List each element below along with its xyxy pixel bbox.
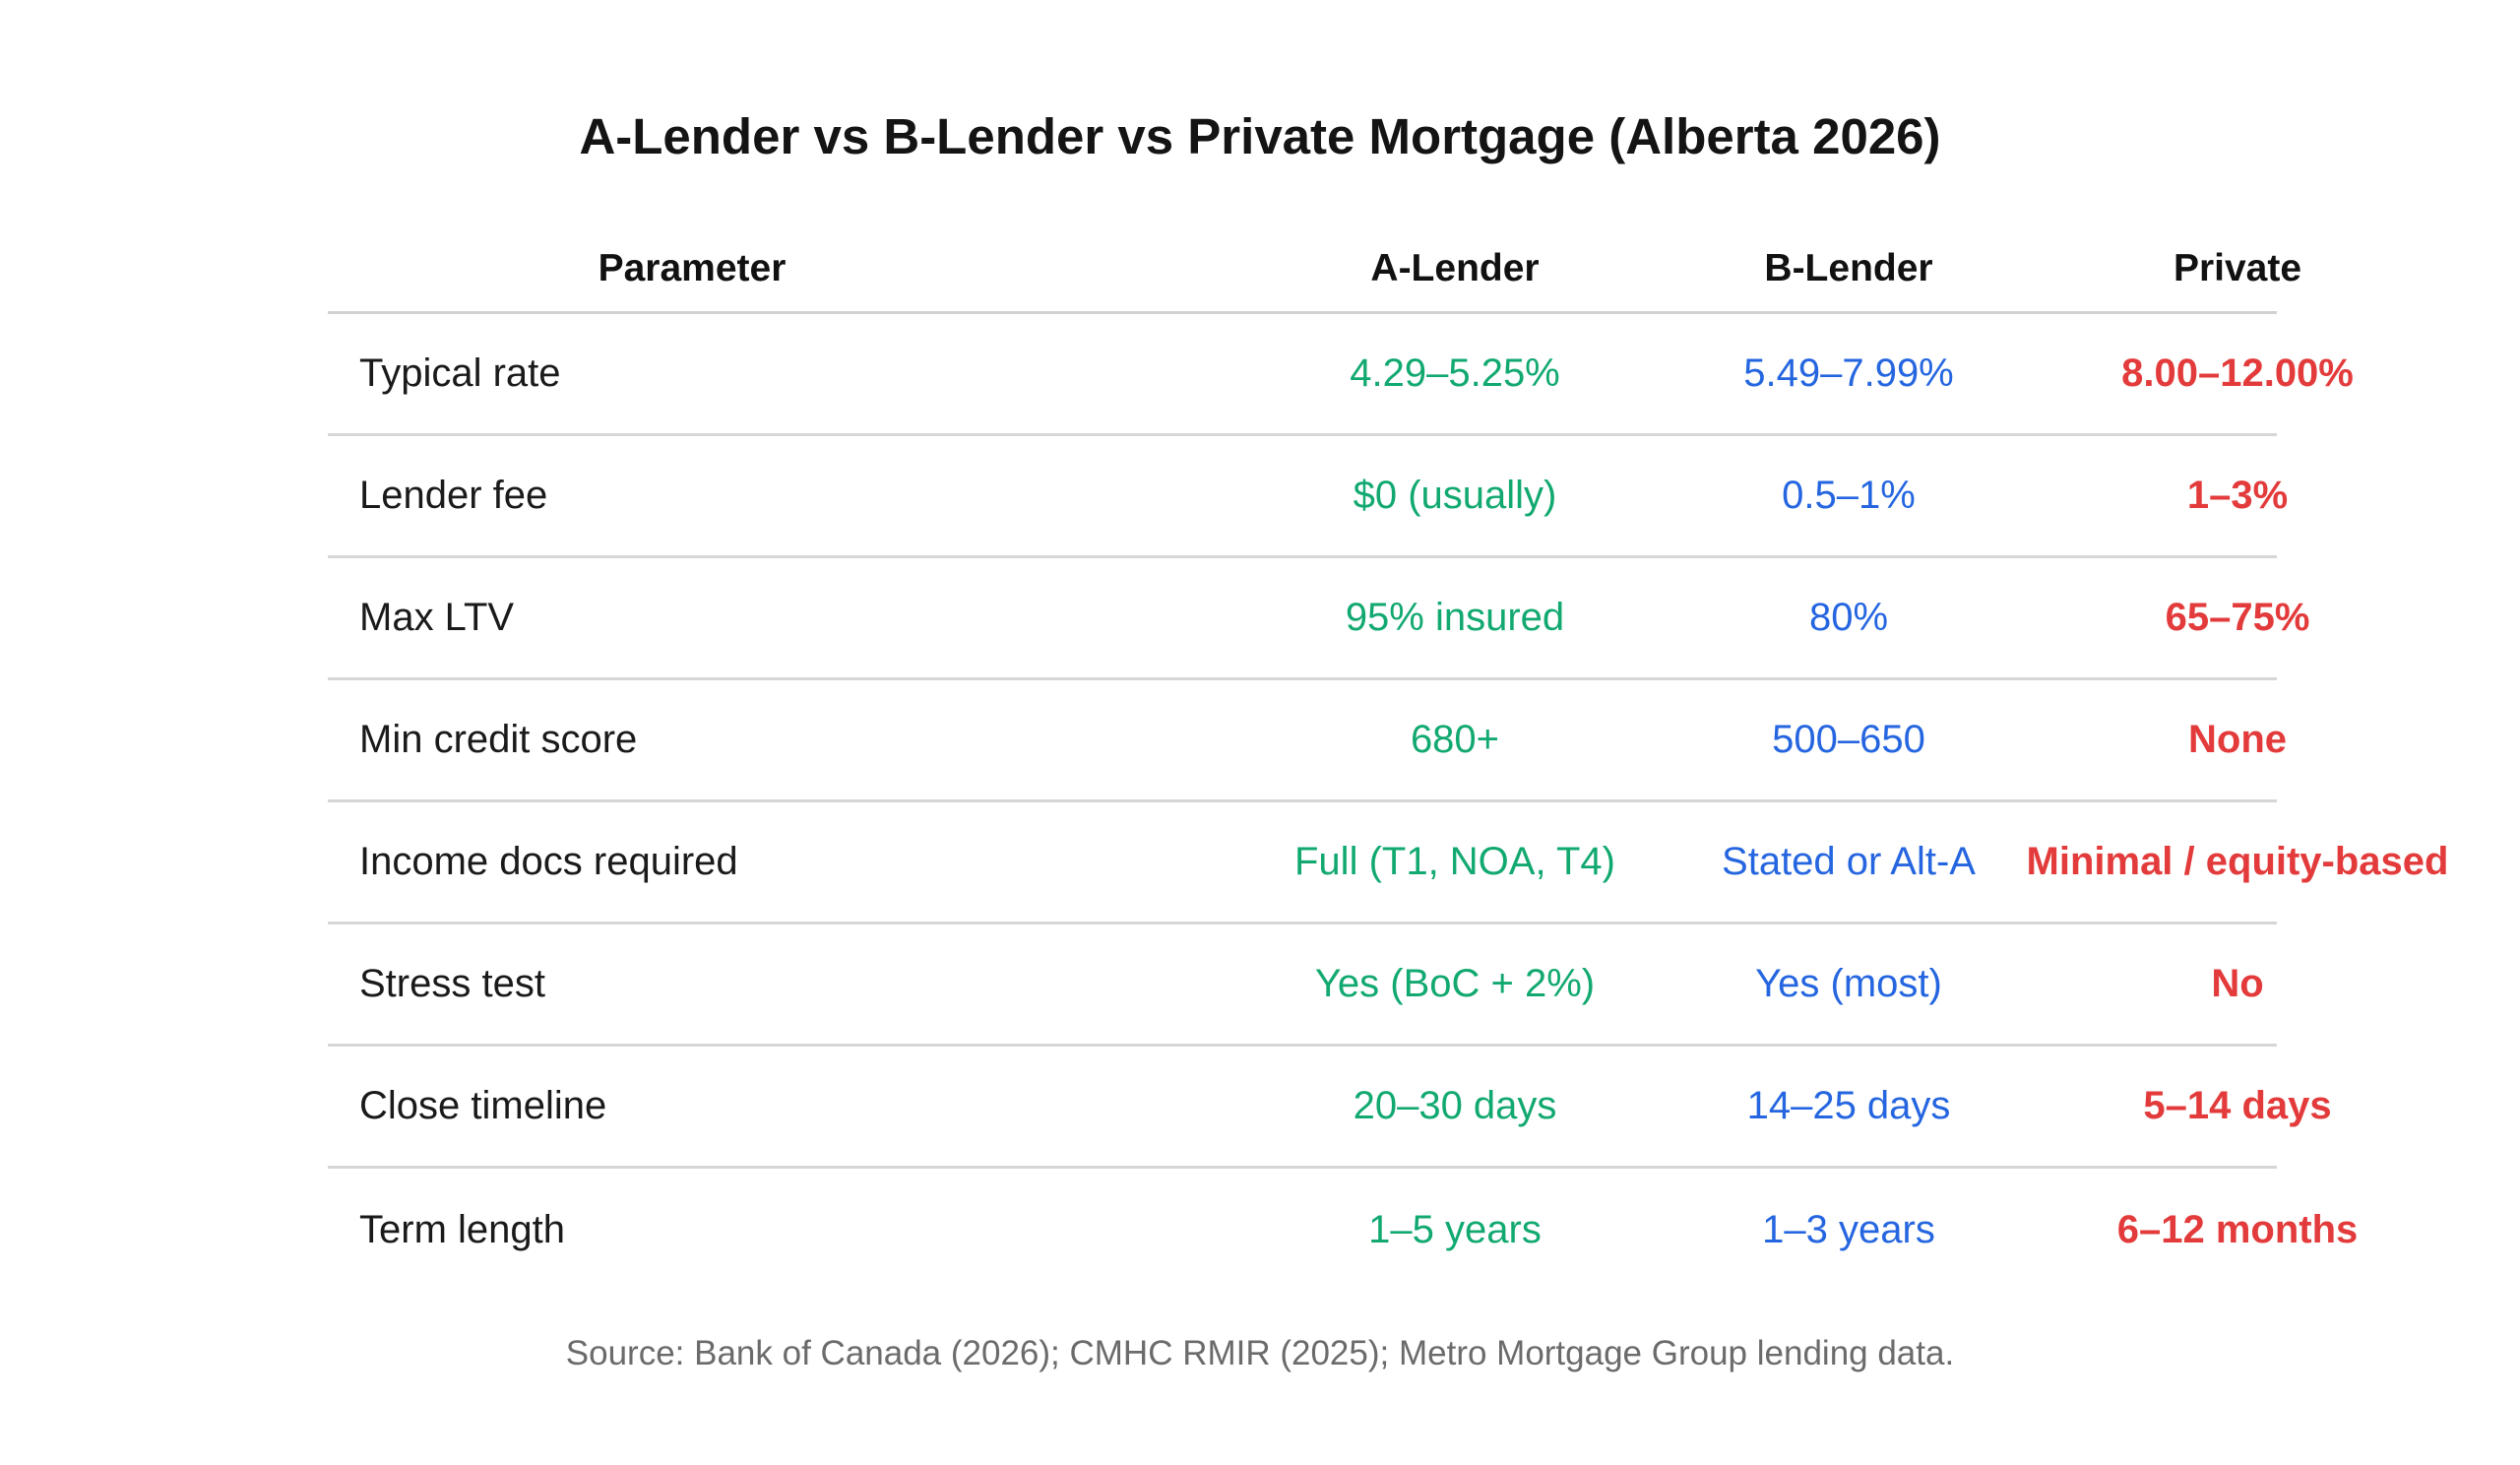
source-note: Source: Bank of Canada (2026); CMHC RMIR… [565, 1334, 1955, 1372]
parameter-cell: Max LTV [359, 596, 515, 639]
table-row: Term length 1–5 years 1–3 years 6–12 mon… [328, 1169, 2358, 1291]
private-cell: 8.00–12.00% [2121, 351, 2354, 395]
table-row: Max LTV 95% insured 80% 65–75% [328, 558, 2309, 680]
private-cell: 1–3% [2186, 474, 2289, 517]
a-lender-cell: Full (T1, NOA, T4) [1294, 840, 1615, 883]
b-lender-cell: 0.5–1% [1782, 474, 1916, 517]
header-private: Private [2173, 247, 2302, 289]
table-row: Typical rate 4.29–5.25% 5.49–7.99% 8.00–… [328, 314, 2354, 436]
b-lender-cell: 14–25 days [1746, 1084, 1951, 1127]
table-row: Stress test Yes (BoC + 2%) Yes (most) No [328, 924, 2277, 1047]
parameter-cell: Typical rate [359, 351, 561, 395]
a-lender-cell: 95% insured [1345, 596, 1565, 639]
table-row: Min credit score 680+ 500–650 None [328, 680, 2287, 802]
b-lender-cell: Stated or Alt-A [1722, 840, 1976, 883]
table-row: Income docs required Full (T1, NOA, T4) … [328, 802, 2448, 924]
header-b-lender: B-Lender [1764, 247, 1933, 289]
private-cell: 65–75% [2165, 596, 2310, 639]
parameter-cell: Income docs required [359, 840, 738, 883]
b-lender-cell: 1–3 years [1762, 1207, 1935, 1251]
header-a-lender: A-Lender [1370, 247, 1540, 289]
private-cell: Minimal / equity-based [2026, 840, 2449, 883]
header-parameter: Parameter [598, 247, 787, 289]
page-title: A-Lender vs B-Lender vs Private Mortgage… [579, 108, 1941, 164]
comparison-table: Parameter A-Lender B-Lender Private Typi… [328, 226, 2448, 1291]
b-lender-cell: 5.49–7.99% [1743, 351, 1954, 395]
a-lender-cell: 680+ [1410, 718, 1500, 761]
private-cell: 6–12 months [2116, 1207, 2359, 1251]
parameter-cell: Term length [359, 1207, 565, 1251]
parameter-cell: Stress test [359, 962, 545, 1005]
a-lender-cell: $0 (usually) [1353, 474, 1557, 517]
a-lender-cell: Yes (BoC + 2%) [1314, 962, 1596, 1005]
private-cell: No [2211, 962, 2264, 1005]
table-header-row: Parameter A-Lender B-Lender Private [328, 226, 2301, 314]
parameter-cell: Close timeline [359, 1084, 607, 1127]
parameter-cell: Lender fee [359, 474, 548, 517]
a-lender-cell: 1–5 years [1368, 1207, 1542, 1251]
private-cell: 5–14 days [2143, 1084, 2332, 1127]
a-lender-cell: 4.29–5.25% [1350, 351, 1560, 395]
table-row: Close timeline 20–30 days 14–25 days 5–1… [328, 1047, 2332, 1169]
b-lender-cell: 80% [1808, 596, 1889, 639]
table-row: Lender fee $0 (usually) 0.5–1% 1–3% [328, 436, 2288, 558]
private-cell: None [2188, 718, 2287, 761]
b-lender-cell: Yes (most) [1755, 962, 1942, 1005]
b-lender-cell: 500–650 [1772, 718, 1925, 761]
a-lender-cell: 20–30 days [1353, 1084, 1557, 1127]
parameter-cell: Min credit score [359, 718, 638, 761]
